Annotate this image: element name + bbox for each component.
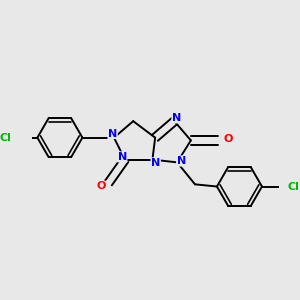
Text: O: O (223, 134, 232, 144)
Text: N: N (177, 156, 186, 166)
Text: Cl: Cl (288, 182, 299, 191)
Text: O: O (97, 181, 106, 191)
Text: Cl: Cl (0, 133, 12, 142)
Text: N: N (118, 152, 127, 162)
Text: N: N (108, 128, 117, 139)
Text: N: N (172, 113, 181, 123)
Text: N: N (151, 158, 160, 168)
